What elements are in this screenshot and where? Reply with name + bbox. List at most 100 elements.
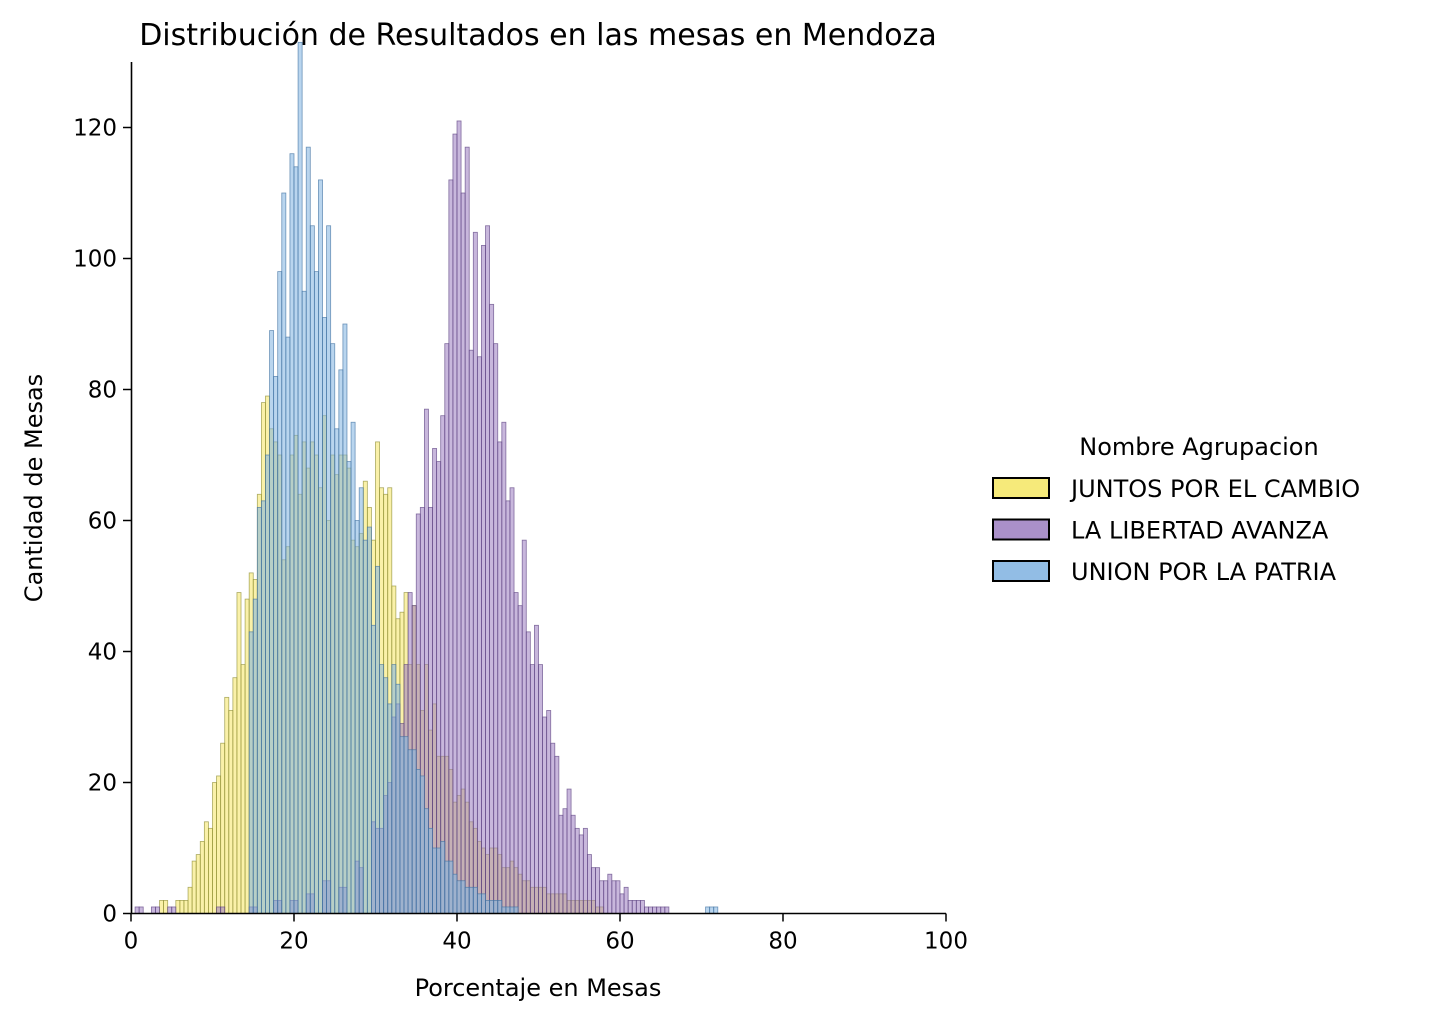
histogram-bar: [432, 448, 438, 914]
histogram-bar: [468, 349, 474, 914]
x-tick-label: 80: [768, 929, 797, 955]
histogram-bar: [627, 900, 633, 914]
x-ticks: 0 20 40 60 80 100: [124, 913, 968, 955]
series-2: [248, 41, 719, 914]
histogram-bar: [191, 860, 197, 914]
histogram-bar: [644, 906, 649, 914]
histogram-bar: [138, 906, 144, 914]
histogram-bar: [220, 906, 226, 914]
histogram-bar: [582, 827, 588, 914]
histogram-bar: [366, 526, 372, 914]
histogram-bar: [538, 664, 543, 914]
histogram-bar: [639, 900, 645, 914]
histogram-bar: [432, 847, 438, 914]
histogram-bar: [428, 827, 433, 914]
histogram-bar: [179, 900, 185, 914]
histogram-bar: [648, 906, 654, 914]
histogram-bar: [216, 906, 222, 914]
histogram-bar: [599, 880, 605, 914]
histogram-bar: [493, 343, 499, 914]
histogram-bar: [464, 886, 470, 914]
histogram-bar: [497, 441, 503, 914]
histogram-bar: [244, 598, 250, 914]
histogram-bar: [664, 906, 670, 914]
histogram-bar: [456, 120, 462, 914]
histogram-bar: [501, 421, 507, 914]
histogram-bar: [452, 133, 458, 914]
histogram-bar: [159, 900, 164, 914]
histogram-bar: [587, 854, 592, 914]
histogram-bar: [546, 710, 552, 914]
histogram-bar: [489, 900, 495, 914]
legend-entry-label: LA LIBERTAD AVANZA: [1071, 517, 1329, 545]
histogram-bar: [534, 624, 539, 914]
histogram-bar: [550, 742, 556, 914]
histogram-bar: [354, 520, 360, 914]
x-tick-label: 0: [124, 929, 139, 955]
y-axis-label: Cantidad de Mesas: [20, 374, 48, 602]
histogram-bar: [460, 880, 466, 914]
histogram-bar: [350, 421, 356, 914]
histogram-bar: [407, 749, 413, 914]
histogram-bar: [481, 244, 486, 914]
histogram-bar: [476, 893, 482, 914]
histogram-bar: [265, 454, 270, 914]
legend-swatch: [992, 518, 1050, 541]
legend-entry-label: JUNTOS POR EL CAMBIO: [1069, 475, 1360, 503]
histogram-bar: [236, 592, 242, 914]
histogram-bar: [322, 317, 327, 914]
histogram-bar: [419, 775, 425, 914]
histogram-bar: [403, 736, 409, 914]
histogram-bar: [375, 565, 380, 914]
histogram-bar: [252, 598, 258, 914]
histogram-bar: [167, 906, 173, 914]
histogram-bar: [212, 782, 217, 914]
histogram-bar: [558, 814, 564, 914]
x-axis-label: Porcentaje en Mesas: [415, 974, 662, 1002]
histogram-bar: [444, 860, 450, 914]
histogram-bar: [595, 867, 601, 914]
histogram-bar: [505, 500, 511, 914]
y-tick-label: 120: [73, 116, 117, 142]
histogram-bar: [464, 146, 470, 914]
histogram-bar: [334, 428, 340, 914]
histogram-bar: [289, 153, 295, 914]
histogram-bar: [656, 906, 662, 914]
y-tick-label: 100: [73, 247, 117, 273]
histogram-bar: [603, 880, 609, 914]
histogram-bar: [468, 886, 474, 914]
y-tick-label: 60: [88, 509, 117, 535]
histogram-bar: [330, 343, 336, 914]
histogram-bar: [611, 880, 617, 914]
histogram-bar: [293, 166, 299, 914]
chart-title: Distribución de Resultados en las mesas …: [139, 18, 937, 53]
histogram-bar: [615, 880, 621, 914]
histogram-bar: [183, 900, 189, 914]
histogram-bar: [150, 906, 156, 914]
histogram-bar: [220, 742, 226, 914]
histogram-bar: [313, 271, 319, 914]
histogram-bar: [358, 487, 364, 914]
histogram-bar: [452, 873, 458, 914]
legend-swatch: [992, 560, 1050, 582]
histogram-bar: [709, 906, 715, 914]
histogram-bar: [521, 539, 527, 914]
histogram-bar: [318, 179, 323, 914]
histogram-bar: [195, 854, 201, 914]
histogram-bar: [574, 827, 580, 914]
histogram-bar: [203, 821, 209, 914]
histogram-bar: [326, 225, 332, 914]
histogram-bar: [208, 827, 213, 914]
histogram-bar: [472, 886, 478, 914]
histogram-bar: [391, 664, 397, 914]
histogram-bar: [171, 906, 177, 914]
histogram-bar: [395, 683, 401, 914]
histogram-bar: [529, 664, 535, 914]
histogram-bar: [566, 788, 572, 914]
histogram-bar: [362, 539, 368, 914]
legend-swatch: [992, 477, 1050, 499]
histogram-bar: [371, 624, 376, 914]
histogram-bar: [309, 225, 315, 914]
legend-entry-label: UNION POR LA PATRIA: [1071, 558, 1337, 586]
